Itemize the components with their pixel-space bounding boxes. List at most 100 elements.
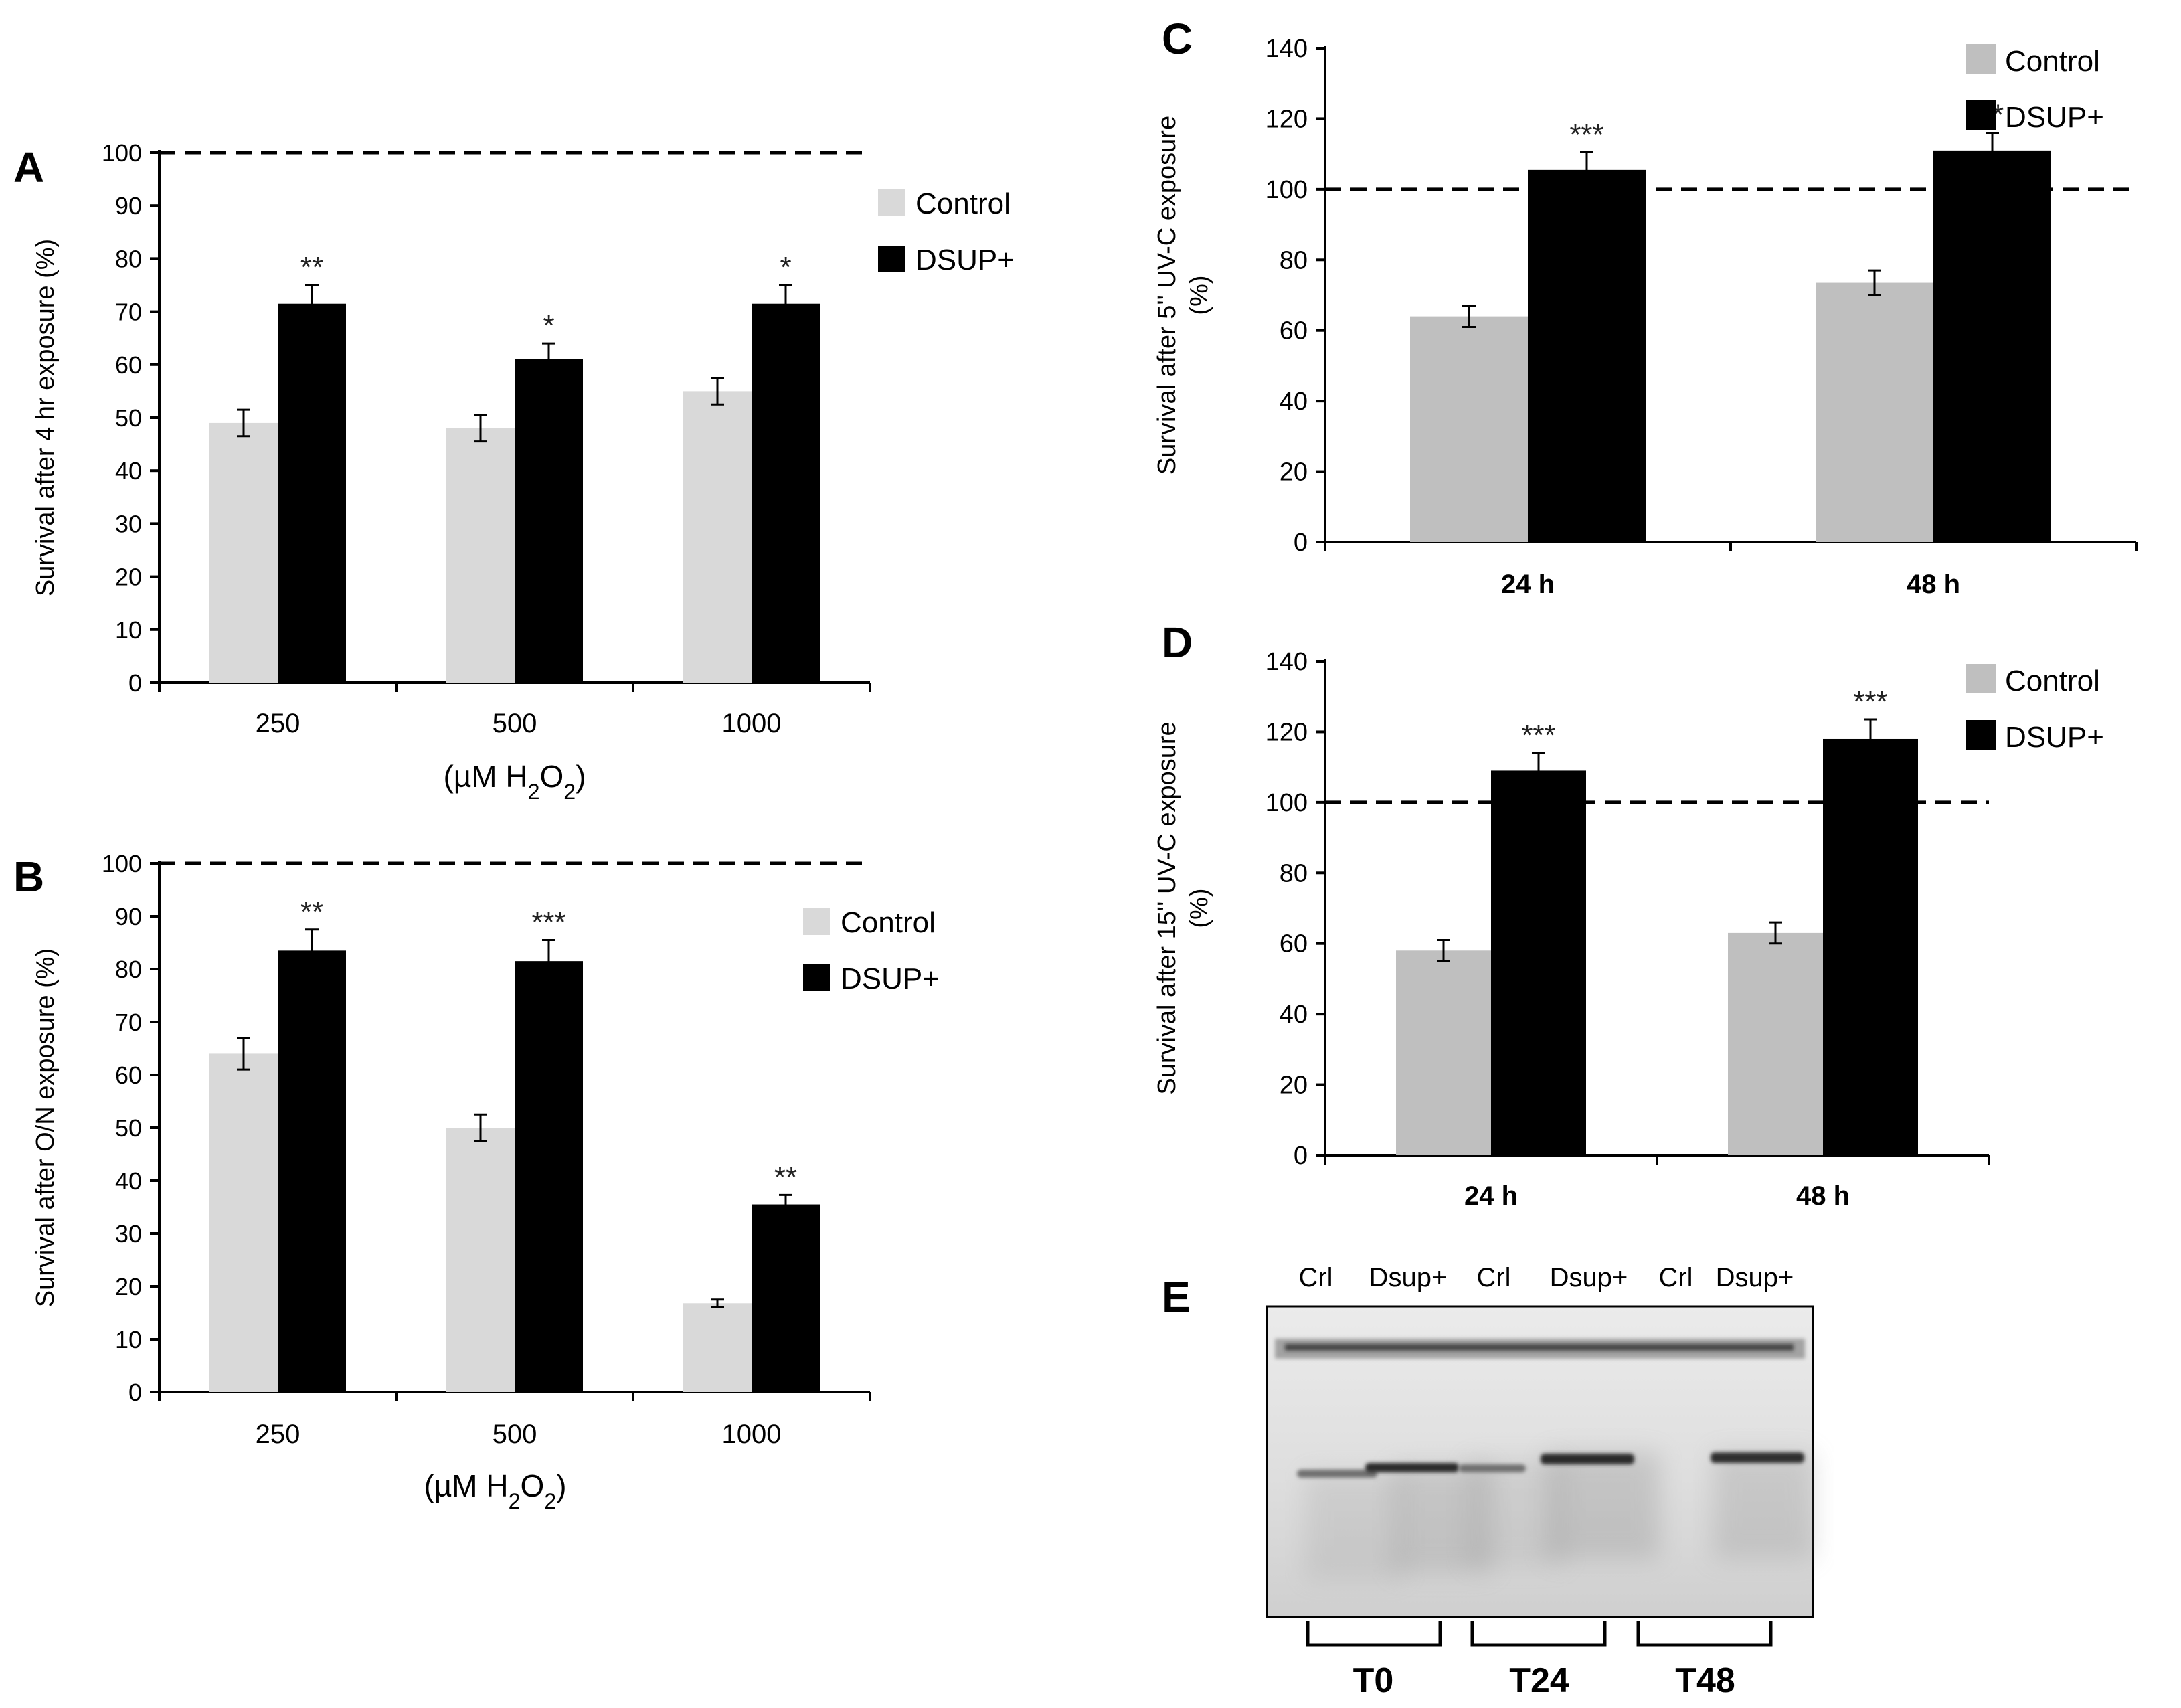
significance-marker: ** — [300, 251, 323, 284]
significance-marker: *** — [1853, 685, 1887, 718]
bar-control-2 — [446, 1128, 515, 1392]
bar-control-1 — [1410, 316, 1528, 542]
y-tick-label: 50 — [115, 1114, 142, 1142]
bar-dsup-1 — [278, 303, 346, 683]
gel-lane-label-6: Dsup+ — [1716, 1263, 1794, 1292]
y-axis-label: Survival after O/N exposure (%) — [31, 948, 60, 1307]
x-tick-label: 250 — [256, 1420, 300, 1449]
y-tick-label: 90 — [115, 903, 142, 930]
significance-marker: *** — [1521, 719, 1555, 752]
x-tick-label: 1000 — [722, 1420, 782, 1449]
bar-control-2 — [1728, 932, 1823, 1155]
bar-control-3 — [683, 391, 752, 683]
bar-dsup-1 — [1491, 770, 1586, 1155]
gel-lane-label-5: Crl — [1658, 1263, 1692, 1292]
y-tick-label: 30 — [115, 1220, 142, 1248]
legend: Control DSUP+ — [803, 906, 940, 995]
gel-group-label-t24: T24 — [1509, 1661, 1569, 1700]
y-tick-label: 10 — [115, 1326, 142, 1353]
gel-group-label-t48: T48 — [1675, 1661, 1735, 1700]
y-tick-label: 40 — [1280, 1001, 1308, 1029]
x-axis-label: (µM H2O2) — [443, 759, 586, 804]
y-tick-label: 100 — [1266, 789, 1308, 817]
y-tick-label: 20 — [1280, 1072, 1308, 1100]
gel-smear-4 — [1546, 1452, 1660, 1559]
bar-dsup-2 — [515, 359, 583, 683]
y-tick-label: 0 — [1294, 1142, 1308, 1170]
gel-smear-5 — [1713, 1452, 1814, 1559]
bar-control-1 — [209, 422, 278, 683]
significance-marker: *** — [1569, 118, 1603, 151]
legend-label-dsup: DSUP+ — [2005, 721, 2104, 754]
significance-marker: * — [543, 309, 554, 342]
y-tick-label: 50 — [115, 404, 142, 432]
y-tick-label: 0 — [1294, 529, 1308, 557]
gel-lane-label-3: Crl — [1476, 1263, 1510, 1292]
y-tick-label: 140 — [1266, 648, 1308, 676]
y-tick-label: 80 — [1280, 859, 1308, 887]
legend: Control DSUP+ — [1966, 664, 2104, 754]
y-tick-label: 60 — [1280, 930, 1308, 958]
legend-swatch-control — [803, 908, 830, 935]
y-tick-label: 80 — [115, 956, 142, 983]
legend-swatch-control — [1966, 664, 1996, 693]
significance-marker: *** — [531, 906, 565, 939]
x-tick-label: 24 h — [1464, 1181, 1518, 1211]
gel-band-4 — [1541, 1454, 1634, 1464]
y-tick-label: 10 — [115, 616, 142, 644]
gel-band-3 — [1459, 1464, 1526, 1472]
y-tick-label: 20 — [115, 564, 142, 591]
gel-lanes — [1275, 1339, 1814, 1579]
y-tick-label: 100 — [102, 850, 142, 877]
gel-smear-1 — [1305, 1472, 1405, 1579]
significance-marker: ** — [300, 895, 323, 928]
x-tick-label: 48 h — [1796, 1181, 1850, 1211]
gel-lane-label-4: Dsup+ — [1550, 1263, 1628, 1292]
x-tick-label: 48 h — [1907, 570, 1960, 599]
x-tick-label: 1000 — [722, 709, 782, 738]
gel-bracket-t24 — [1470, 1621, 1607, 1647]
bar-control-1 — [209, 1053, 278, 1392]
bar-control-2 — [446, 428, 515, 683]
y-tick-label: 120 — [1266, 105, 1308, 133]
y-tick-label: 0 — [128, 669, 142, 697]
bar-control-1 — [1396, 950, 1491, 1155]
legend-label-control: Control — [2005, 665, 2100, 697]
x-axis-label: (µM H2O2) — [424, 1468, 566, 1513]
legend-swatch-control — [878, 189, 905, 216]
y-tick-label: 80 — [1280, 246, 1308, 274]
legend-swatch-dsup — [803, 964, 830, 991]
y-tick-label: 40 — [1280, 388, 1308, 416]
y-tick-label: 0 — [128, 1379, 142, 1406]
significance-marker: ** — [774, 1161, 797, 1193]
legend: Control DSUP+ — [878, 187, 1015, 276]
x-tick-label: 500 — [493, 709, 537, 738]
legend-label-control: Control — [915, 187, 1011, 220]
y-tick-label: 80 — [115, 245, 142, 272]
gel-panel: Crl Dsup+ Crl Dsup+ Crl Dsup+ T0 T24 T48 — [1266, 1263, 1814, 1700]
gel-well-row-dark — [1285, 1344, 1794, 1351]
y-tick-label: 30 — [115, 510, 142, 537]
y-tick-label: 60 — [115, 1061, 142, 1089]
y-tick-label: 20 — [1280, 458, 1308, 487]
legend-swatch-dsup — [1966, 100, 1996, 130]
panel-label-a: A — [13, 143, 44, 191]
gel-band-2 — [1365, 1463, 1459, 1472]
y-tick-label: 70 — [115, 298, 142, 326]
bar-dsup-1 — [1528, 169, 1646, 543]
y-tick-label: 100 — [1266, 176, 1308, 204]
panel-label-d: D — [1162, 618, 1193, 667]
y-tick-label: 60 — [1280, 317, 1308, 345]
bar-dsup-3 — [752, 303, 820, 683]
bar-dsup-2 — [515, 961, 583, 1392]
bar-dsup-3 — [752, 1204, 820, 1392]
legend-label-dsup: DSUP+ — [2005, 101, 2104, 134]
gel-band-5 — [1711, 1452, 1804, 1463]
bar-dsup-1 — [278, 950, 346, 1392]
legend: Control DSUP+ — [1966, 44, 2104, 134]
significance-marker: * — [780, 251, 791, 284]
y-tick-label: 120 — [1266, 718, 1308, 746]
bar-dsup-2 — [1933, 150, 2051, 542]
chart-b: 0 10 20 30 40 50 60 70 80 90 100 ** 250 *** 500 ** 1000 C… — [31, 850, 940, 1513]
